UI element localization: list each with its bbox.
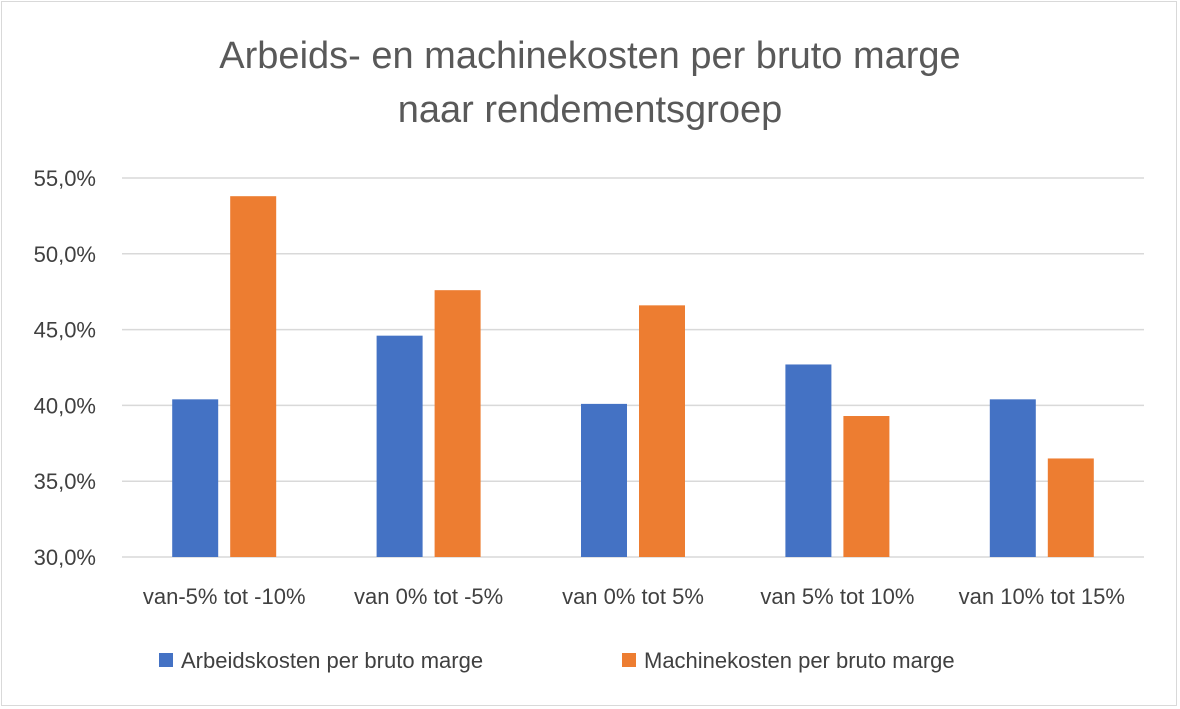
- bar: [785, 364, 832, 557]
- legend-label: Arbeidskosten per bruto marge: [181, 648, 483, 673]
- y-tick-label: 55,0%: [34, 166, 96, 191]
- y-tick-label: 50,0%: [34, 242, 96, 267]
- y-tick-label: 30,0%: [34, 545, 96, 570]
- legend-swatch: [622, 653, 636, 667]
- bar: [376, 335, 423, 557]
- legend-swatch: [159, 653, 173, 667]
- x-category-label: van 0% tot 5%: [562, 584, 704, 609]
- bar: [639, 305, 685, 557]
- x-category-label: van 10% tot 15%: [959, 584, 1125, 609]
- y-tick-label: 45,0%: [34, 318, 96, 343]
- bar: [230, 196, 277, 557]
- y-tick-label: 35,0%: [34, 469, 96, 494]
- bar: [989, 399, 1036, 557]
- x-category-label: van 5% tot 10%: [760, 584, 914, 609]
- x-category-label: van-5% tot -10%: [143, 584, 306, 609]
- chart-title-line-1: Arbeids- en machinekosten per bruto marg…: [219, 35, 960, 77]
- gridlines: [122, 177, 1144, 558]
- bar: [581, 403, 627, 557]
- legend: Arbeidskosten per bruto marge Machinekost…: [159, 648, 955, 673]
- y-tick-label: 40,0%: [34, 393, 96, 418]
- x-category-label: van 0% tot -5%: [354, 584, 503, 609]
- chart-title-line-2: naar rendementsgroep: [398, 89, 782, 131]
- x-axis-categories: van-5% tot -10% van 0% tot -5% van 0% tot …: [143, 584, 1125, 609]
- bars: [172, 196, 1094, 557]
- bar: [172, 399, 219, 557]
- y-axis-ticks: 30,0% 35,0% 40,0% 45,0% 50,0% 55,0%: [34, 166, 96, 570]
- legend-label: Machinekosten per bruto marge: [644, 648, 955, 673]
- bar: [434, 290, 481, 557]
- bar: [1047, 458, 1094, 557]
- bar: [843, 416, 890, 557]
